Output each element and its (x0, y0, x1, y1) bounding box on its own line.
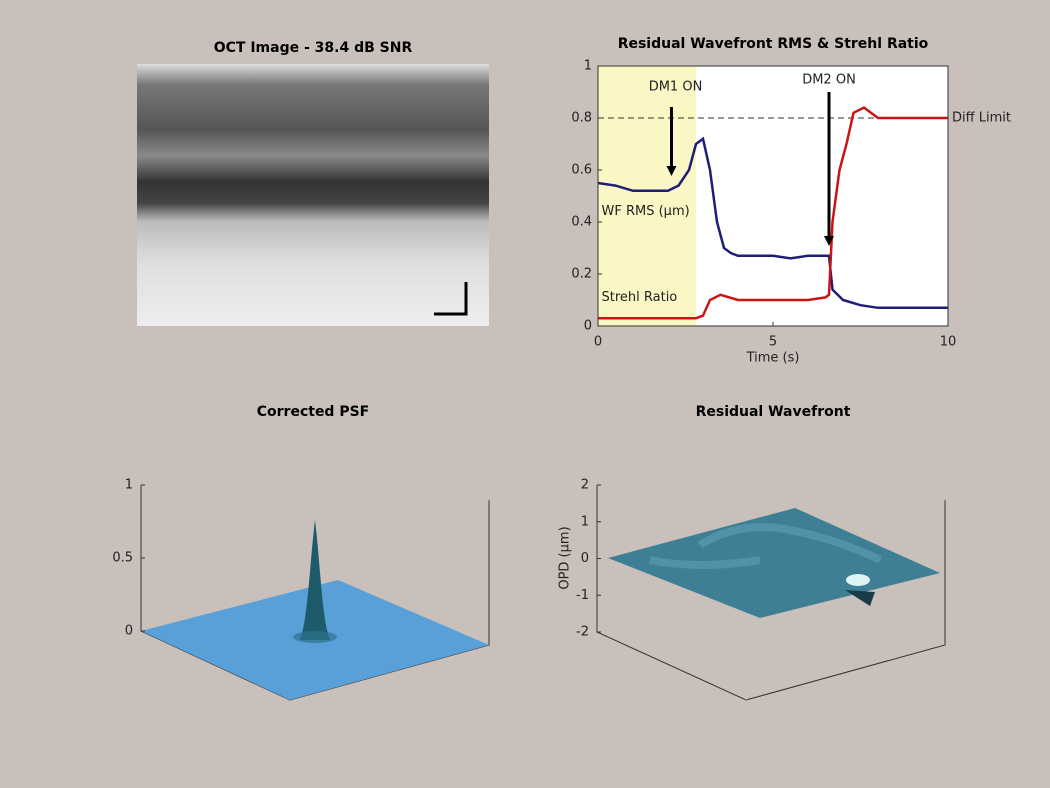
z-tick-label: 1 (581, 514, 589, 529)
x-tick-label: 0 (594, 335, 602, 350)
z-tick-label: 1 (125, 478, 133, 493)
annotation: DM2 ON (802, 73, 856, 88)
z-axis-label: OPD (μm) (558, 526, 573, 589)
series-line (597, 136, 948, 310)
panel-title: Corrected PSF (257, 404, 370, 420)
panel-title: OCT Image - 38.4 dB SNR (214, 40, 413, 56)
z-tick-label: -2 (576, 625, 589, 640)
arrow-head (666, 166, 677, 176)
z-tick-label: 0 (581, 551, 589, 566)
y-tick-label: 0.2 (571, 267, 592, 282)
y-tick-label: 0 (584, 319, 592, 334)
y-tick-label: 0.4 (571, 215, 592, 230)
x-tick-label: 10 (940, 335, 957, 350)
series-line (598, 106, 948, 320)
scale-bar (434, 282, 468, 316)
axes-3d (596, 432, 946, 701)
series-label: Strehl Ratio (602, 290, 678, 305)
x-tick-label: 5 (769, 335, 777, 350)
y-tick-label: 0.8 (571, 111, 592, 126)
z-tick-label: -1 (576, 588, 589, 603)
z-tick-label: 0 (125, 624, 133, 639)
z-tick-label: 2 (581, 478, 589, 493)
annotation: DM1 ON (649, 80, 703, 95)
series-label: WF RMS (μm) (602, 204, 690, 219)
panel-title: Residual Wavefront RMS & Strehl Ratio (618, 36, 929, 52)
plot-bg (696, 66, 948, 326)
axes-3d (140, 432, 490, 701)
x-axis-label: Time (s) (746, 351, 800, 366)
axes-box (597, 65, 949, 327)
y-tick-label: 0.6 (571, 163, 592, 178)
y-tick-label: 1 (584, 59, 592, 74)
shaded-region (598, 66, 696, 326)
arrow-head (824, 236, 834, 246)
panel-title: Residual Wavefront (696, 404, 851, 420)
reference-label: Diff Limit (952, 111, 1011, 126)
z-tick-label: 0.5 (112, 551, 133, 566)
oct-image (137, 64, 489, 326)
